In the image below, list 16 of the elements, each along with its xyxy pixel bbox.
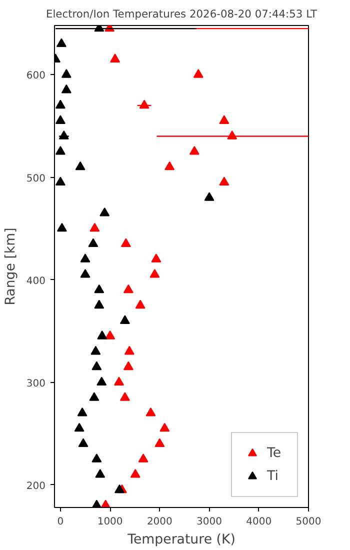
x-tick-label: 1000 [97, 516, 123, 528]
legend-label: Te [267, 446, 282, 460]
y-tick-label: 300 [26, 378, 46, 390]
x-tick-label: 4000 [246, 516, 272, 528]
x-tick-label: 3000 [196, 516, 222, 528]
y-tick-label: 500 [26, 173, 46, 184]
x-tick-label: 2000 [146, 516, 172, 528]
y-axis-title: Range [km] [3, 228, 18, 306]
x-tick-label: 0 [57, 516, 64, 528]
y-tick-label: 400 [26, 276, 46, 287]
legend-label: Ti [267, 468, 280, 484]
x-tick-label: 5000 [296, 516, 322, 528]
chart-title: Electron/Ion Temperatures 2026-08-20 07:44:53 LT [46, 8, 318, 20]
x-axis-title: Temperature (K) [126, 532, 236, 548]
y-tick-label: 200 [26, 480, 46, 492]
y-tick-label: 600 [26, 70, 46, 82]
